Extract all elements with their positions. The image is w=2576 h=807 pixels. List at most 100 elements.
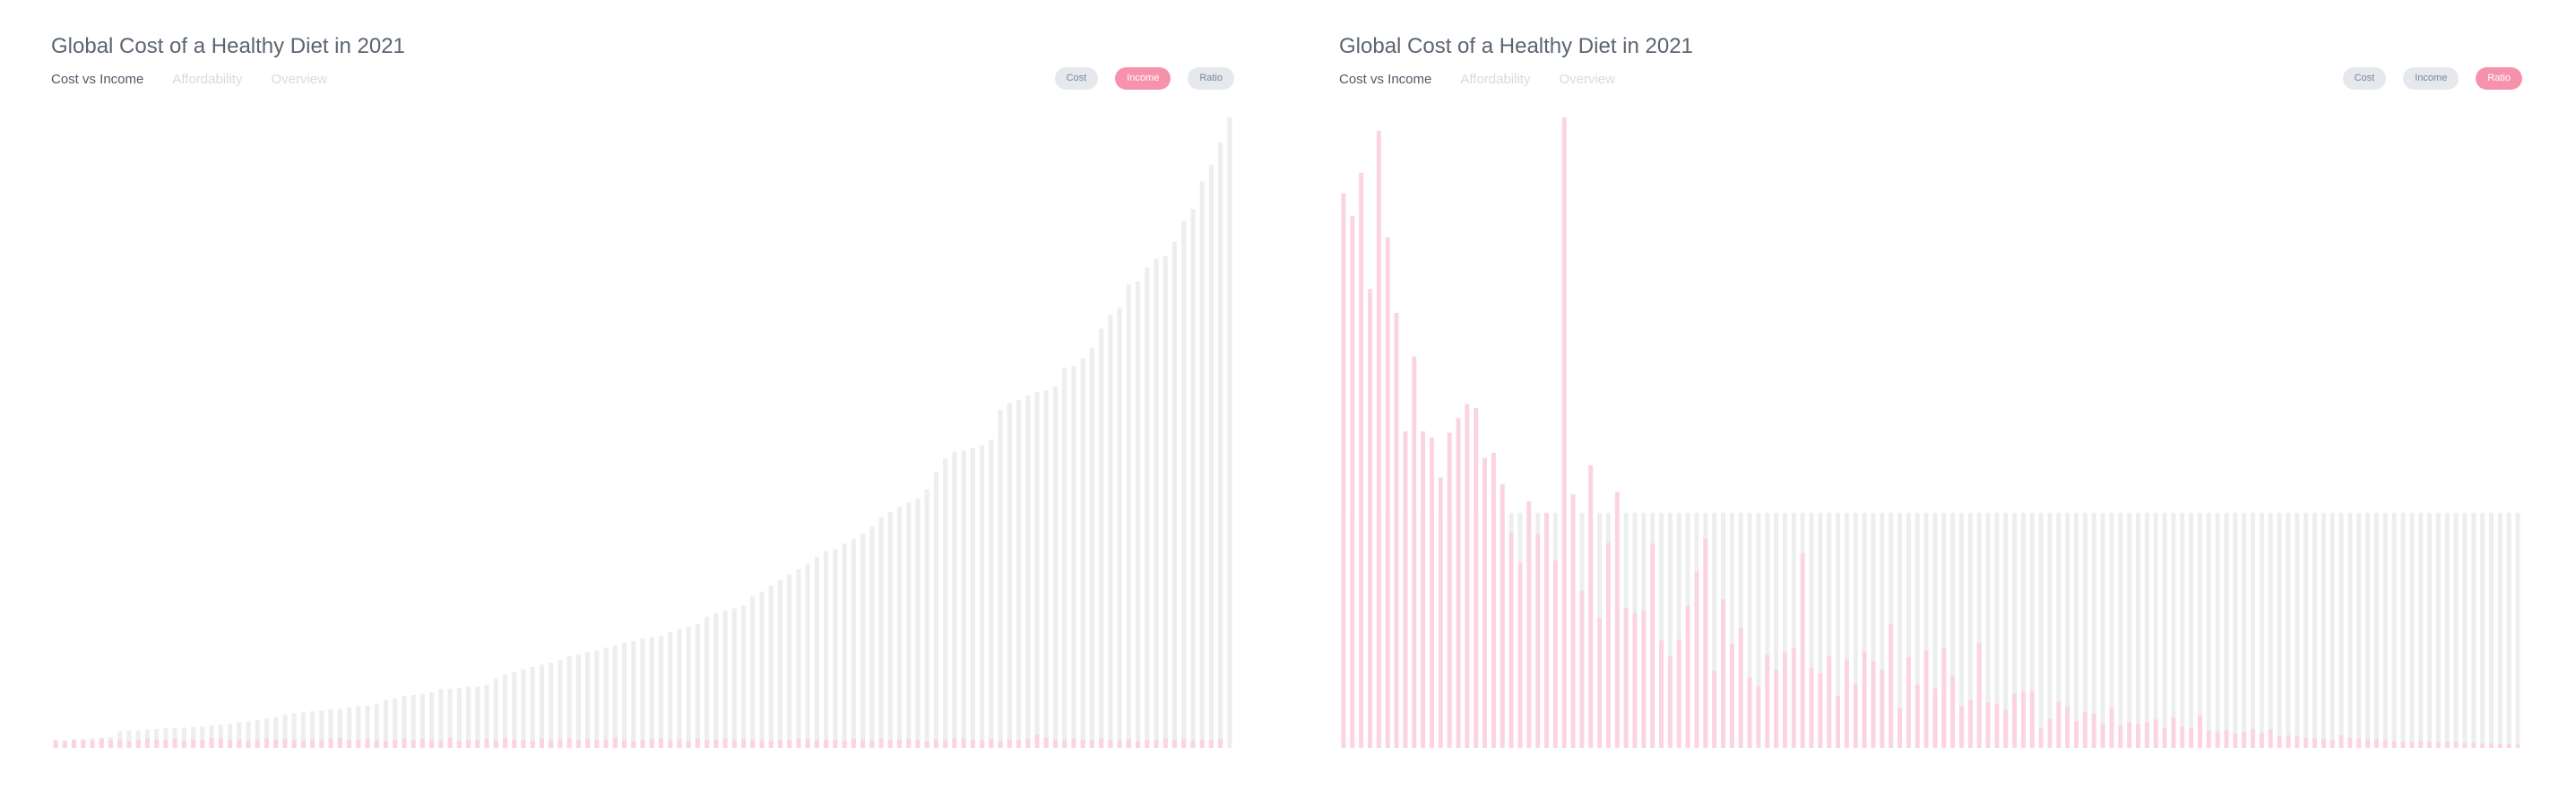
ratio-bar-116	[2365, 739, 2371, 748]
cost-bar-18	[218, 724, 223, 748]
ratio-bar-82	[2065, 707, 2070, 748]
ratio-bar-109	[2304, 737, 2309, 748]
income-bar-13	[172, 739, 177, 748]
income-bar-75	[741, 739, 747, 748]
cost-bar-48	[493, 678, 498, 748]
income-bar-106	[1025, 739, 1031, 748]
income-bar-118	[1136, 741, 1141, 748]
cost-bar-92	[896, 507, 903, 748]
toggle-ratio-button[interactable]: Ratio	[1188, 67, 1234, 90]
cost-bar-57	[1844, 512, 1849, 748]
ratio-bar-18	[1500, 484, 1505, 748]
income-bar-122	[1171, 739, 1178, 748]
tab-cost-vs-income[interactable]: Cost vs Income	[51, 72, 144, 87]
ratio-bar-118	[2382, 740, 2388, 748]
income-bar-102	[989, 739, 994, 748]
ratio-bar-79	[2038, 728, 2044, 748]
income-bar-36	[383, 741, 389, 748]
chart-panel-left: Global Cost of a Healthy Diet in 2021 Co…	[51, 34, 1234, 749]
ratio-bar-20	[1517, 563, 1523, 748]
ratio-bar-72	[1976, 643, 1982, 748]
ratio-bar-88	[2118, 725, 2123, 748]
income-bar-63	[631, 741, 636, 748]
cost-bar-54	[549, 663, 554, 749]
ratio-bar-62	[1889, 623, 1894, 748]
income-bar-98	[952, 738, 957, 748]
tab-affordability[interactable]: Affordability	[1460, 72, 1531, 87]
income-bar-72	[713, 739, 719, 748]
toggle-cost-button[interactable]: Cost	[1054, 67, 1099, 90]
cost-bar-84	[2082, 512, 2088, 748]
tab-overview[interactable]: Overview	[1559, 72, 1615, 87]
cost-bar-63	[631, 641, 636, 748]
cost-bar-70	[695, 624, 700, 748]
cost-bar-128	[1227, 117, 1232, 748]
ratio-bar-38	[1676, 639, 1681, 748]
cost-bar-61	[612, 646, 618, 748]
income-bar-77	[759, 740, 765, 748]
income-bar-93	[906, 739, 912, 748]
cost-bar-119	[1145, 267, 1150, 748]
income-bar-96	[933, 739, 938, 748]
ratio-bar-66	[1923, 650, 1929, 748]
toggle-ratio-button[interactable]: Ratio	[2476, 67, 2522, 90]
ratio-bar-26	[1570, 494, 1576, 748]
income-bar-83	[814, 740, 819, 748]
income-bar-35	[374, 740, 379, 748]
cost-bar-122	[1171, 241, 1178, 748]
income-bar-26	[291, 740, 297, 748]
cost-bar-113	[2338, 512, 2344, 748]
cost-bar-89	[2127, 512, 2132, 748]
cost-bar-93	[906, 502, 912, 748]
ratio-bar-33	[1632, 612, 1638, 748]
toggle-income-button[interactable]: Income	[2403, 67, 2459, 90]
income-bar-125	[1199, 739, 1205, 748]
tab-overview[interactable]: Overview	[271, 72, 327, 87]
tab-affordability[interactable]: Affordability	[172, 72, 243, 87]
cost-bar-72	[713, 612, 719, 748]
cost-bar-120	[1154, 258, 1159, 749]
cost-bar-42	[1712, 512, 1717, 748]
income-bar-87	[851, 739, 856, 748]
cost-bar-76	[750, 596, 756, 748]
ratio-bar-52	[1800, 552, 1805, 748]
ratio-bar-37	[1667, 655, 1673, 748]
ratio-bar-7	[1403, 431, 1408, 748]
cost-bar-107	[1034, 392, 1040, 748]
ratio-bar-127	[2462, 742, 2468, 748]
ratio-bar-3	[1368, 289, 1372, 748]
cost-bar-64	[640, 638, 645, 748]
toggle-cost-button[interactable]: Cost	[2342, 67, 2387, 90]
cost-bar-64	[1906, 512, 1911, 748]
income-bar-34	[365, 739, 370, 748]
cost-bar-92	[2153, 512, 2158, 748]
toggle-income-button[interactable]: Income	[1115, 67, 1171, 90]
ratio-bar-39	[1685, 605, 1690, 749]
cost-bar-77	[2020, 512, 2026, 748]
income-bar-70	[695, 739, 700, 748]
income-bar-12	[163, 740, 169, 748]
income-bar-120	[1154, 740, 1159, 748]
cost-bar-29	[319, 710, 324, 748]
income-bar-109	[1052, 739, 1059, 748]
ratio-bar-98	[2206, 731, 2211, 748]
cost-bar-125	[2444, 512, 2450, 748]
tab-cost-vs-income[interactable]: Cost vs Income	[1339, 72, 1432, 87]
income-bar-113	[1089, 740, 1094, 748]
income-bar-55	[558, 739, 563, 748]
cost-bar-71	[1967, 512, 1973, 748]
cost-bar-82	[805, 564, 810, 748]
ratio-bar-57	[1844, 659, 1849, 748]
income-bar-28	[310, 739, 316, 748]
cost-bar-26	[291, 713, 297, 748]
income-bar-99	[961, 739, 966, 748]
ratio-bar-124	[2435, 742, 2441, 748]
cost-bar-100	[970, 447, 975, 748]
income-bar-33	[356, 739, 361, 748]
ratio-bar-17	[1491, 453, 1496, 748]
ratio-bar-2	[1359, 172, 1364, 749]
cost-bar-116	[2365, 512, 2371, 748]
cost-bar-103	[998, 410, 1003, 748]
income-bar-88	[860, 739, 866, 748]
cost-bar-44	[456, 688, 462, 748]
